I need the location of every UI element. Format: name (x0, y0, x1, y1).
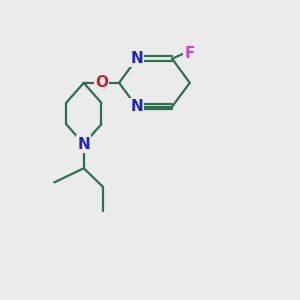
Text: F: F (184, 46, 195, 61)
Text: N: N (130, 99, 143, 114)
Text: N: N (77, 136, 90, 152)
Text: O: O (95, 75, 108, 90)
Text: N: N (130, 51, 143, 66)
